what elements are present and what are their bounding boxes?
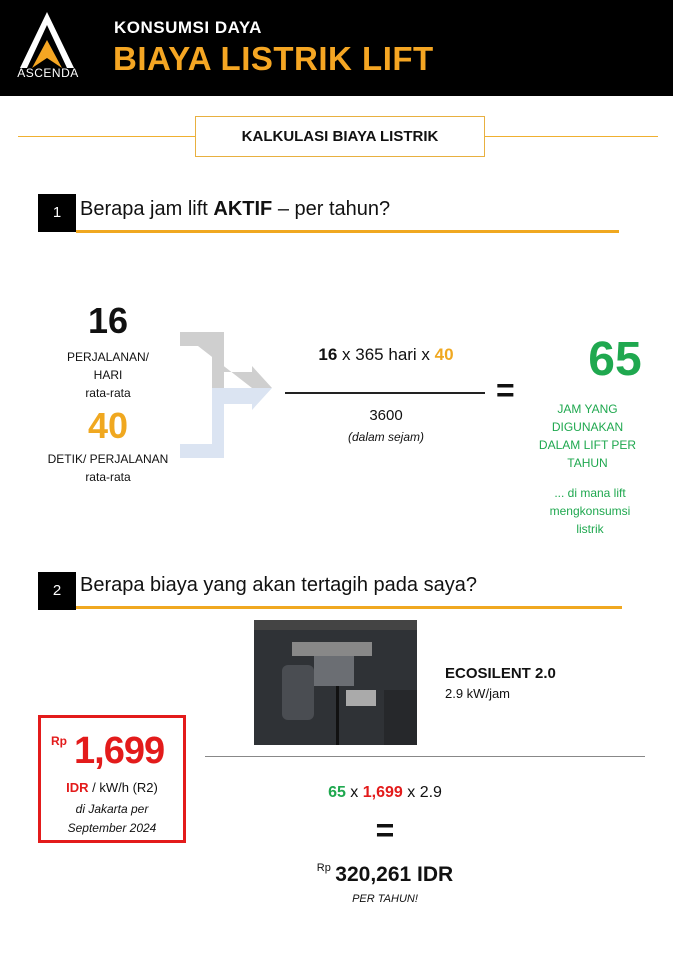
total-cost: Rp 320,261 IDR	[316, 862, 454, 886]
header-title: BIAYA LISTRIK LIFT	[113, 40, 434, 77]
denominator-note: (dalam sejam)	[347, 430, 425, 444]
ascenda-logo	[20, 12, 74, 68]
product-name: ECOSILENT 2.0	[445, 665, 556, 682]
fraction-line	[285, 392, 485, 394]
product-power: 2.9 kW/jam	[445, 686, 511, 701]
step-number-2: 2	[38, 572, 76, 610]
formula-numerator: 16 x 365 hari x 40	[318, 345, 454, 364]
step2-question: Berapa biaya yang akan tertagih pada say…	[80, 574, 477, 596]
cost-formula: 65 x 1,699 x 2.9	[328, 784, 442, 801]
price-unit: IDR / kW/h (R2)	[66, 780, 158, 795]
step1-underline	[76, 230, 619, 233]
equals-sign-2: =	[375, 812, 395, 848]
seconds-value: 40	[87, 405, 129, 446]
formula-denominator: 3600	[369, 407, 403, 424]
seconds-label: DETIK/ PERJALANAN rata-rata	[47, 452, 169, 484]
step-number-1: 1	[38, 194, 76, 232]
price-currency: Rp	[51, 734, 67, 748]
logo-text: ASCENDA	[17, 66, 79, 80]
header-subtitle: KONSUMSI DAYA	[114, 18, 262, 37]
header	[0, 0, 673, 96]
section-title: KALKULASI BIAYA LISTRIK	[195, 116, 485, 157]
total-note: PER TAHUN!	[352, 893, 418, 905]
hours-result-label: JAM YANG DIGUNAKAN DALAM LIFT PER TAHUN	[538, 402, 637, 470]
trips-label: PERJALANAN/HARI rata-rata	[66, 350, 150, 400]
electricity-price-box: Rp 1,699 IDR / kW/h (R2) di Jakarta per S…	[38, 715, 186, 843]
step2-underline	[76, 606, 622, 609]
price-value: 1,699	[74, 730, 165, 772]
price-note: di Jakarta per September 2024	[67, 802, 157, 835]
trips-value: 16	[87, 300, 129, 341]
bracket-arrow-icon	[180, 332, 272, 458]
equals-sign: =	[496, 372, 515, 408]
hours-result: 65	[588, 333, 642, 386]
fraction-line-2	[205, 756, 645, 757]
elevator-motor-image	[254, 620, 417, 745]
hours-result-note: ... di mana lift mengkonsumsi listrik	[549, 486, 631, 536]
step1-question: Berapa jam lift AKTIF – per tahun?	[80, 198, 391, 220]
